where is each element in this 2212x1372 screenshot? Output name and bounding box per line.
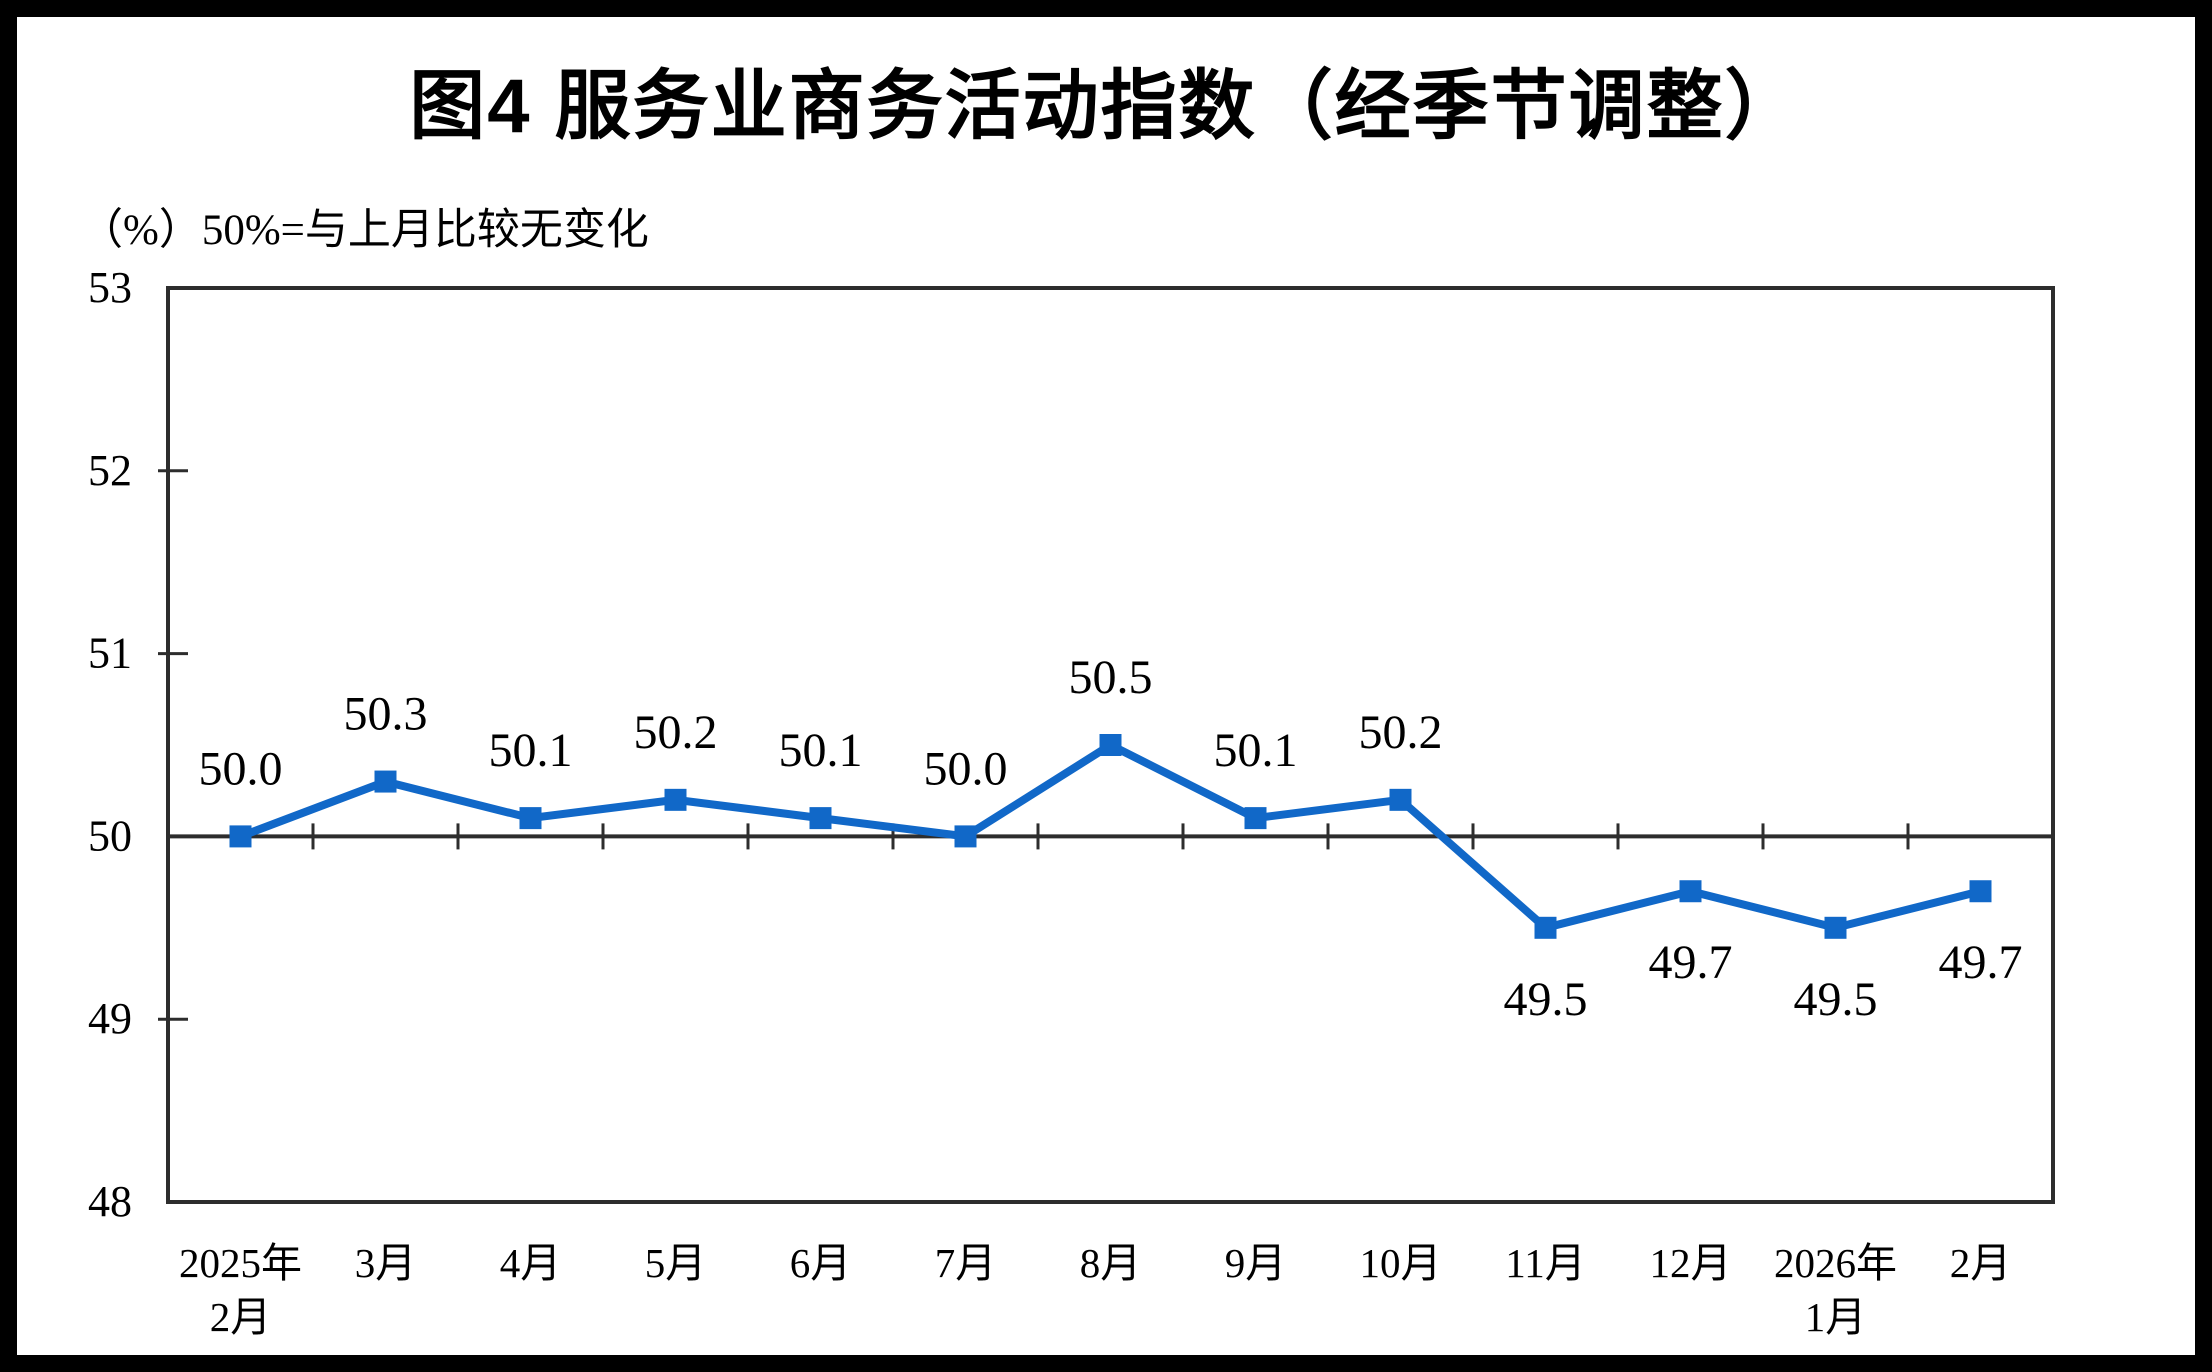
y-axis-tick-label: 52	[88, 446, 132, 495]
x-axis-category-label: 2月	[1950, 1240, 2012, 1286]
data-point-label: 49.7	[1939, 936, 2023, 989]
x-axis-category-label: 12月	[1650, 1240, 1732, 1286]
x-axis-category-label: 7月	[935, 1240, 997, 1286]
data-point-label: 49.5	[1504, 973, 1588, 1026]
data-point-marker	[1099, 734, 1122, 756]
x-axis-category-label: 3月	[355, 1240, 417, 1286]
data-point-marker	[1679, 880, 1702, 903]
data-point-label: 50.0	[199, 742, 283, 795]
y-axis-tick-label: 51	[88, 629, 132, 678]
data-point-marker	[954, 825, 977, 848]
chart-title: 图4 服务业商务活动指数（经季节调整）	[409, 64, 1803, 149]
data-point-marker	[1824, 916, 1847, 939]
data-point-label: 50.3	[344, 688, 428, 741]
y-axis-tick-label: 53	[88, 263, 132, 312]
data-point-marker	[229, 825, 252, 848]
data-point-marker	[1969, 880, 1992, 903]
x-axis-category-label: 9月	[1225, 1240, 1287, 1286]
data-point-marker	[664, 788, 687, 811]
data-point-marker	[519, 807, 542, 830]
data-point-label: 50.0	[924, 742, 1008, 795]
data-point-marker	[809, 807, 832, 830]
y-axis-tick-label: 48	[88, 1177, 132, 1226]
data-point-marker	[374, 770, 397, 793]
data-point-label: 50.2	[634, 706, 718, 759]
data-point-label: 49.5	[1794, 973, 1878, 1026]
x-axis-category-label: 10月	[1360, 1240, 1442, 1286]
axis-unit-note: （%）50%=与上月比较无变化	[80, 207, 649, 254]
data-point-marker	[1244, 807, 1267, 830]
x-axis-category-label: 11月	[1505, 1240, 1585, 1286]
x-axis-category-label: 2026年	[1774, 1240, 1897, 1286]
y-axis-tick-label: 50	[88, 811, 132, 860]
y-axis-tick-label: 49	[88, 994, 132, 1043]
x-axis-category-label-line2: 2月	[210, 1294, 272, 1340]
data-point-label: 49.7	[1649, 936, 1733, 989]
x-axis-category-label: 6月	[790, 1240, 852, 1286]
plot-border	[166, 286, 2055, 1204]
x-axis-category-label: 2025年	[179, 1240, 302, 1286]
x-axis-category-label: 5月	[645, 1240, 707, 1286]
data-point-label: 50.5	[1069, 651, 1153, 704]
data-point-label: 50.1	[1214, 724, 1298, 777]
data-point-label: 50.2	[1359, 706, 1443, 759]
data-point-marker	[1534, 916, 1557, 939]
data-point-label: 50.1	[779, 724, 863, 777]
data-point-marker	[1389, 788, 1412, 811]
x-axis-category-label: 8月	[1080, 1240, 1142, 1286]
x-axis-category-label: 4月	[500, 1240, 562, 1286]
line-chart-canvas: 48 49 50 51 52 53 50.0 50.3 50.1 50.2 50.1 50.0 50.5…	[88, 263, 2055, 1340]
x-axis-category-label-line2: 1月	[1805, 1294, 1867, 1340]
data-point-label: 50.1	[489, 724, 573, 777]
